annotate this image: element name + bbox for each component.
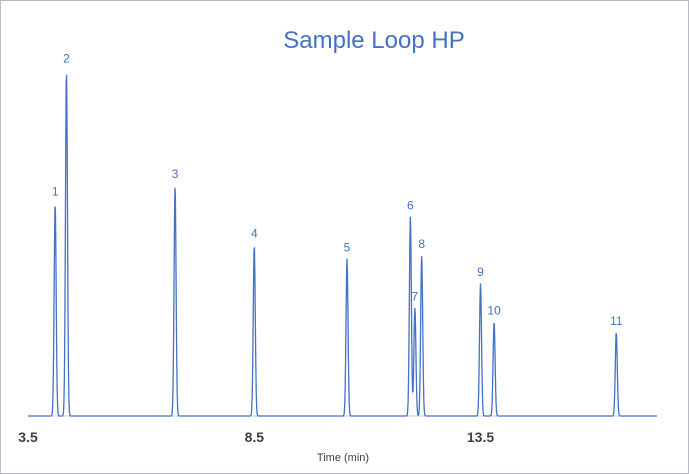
peak-label-9: 9: [477, 265, 484, 279]
peak-label-11: 11: [610, 314, 623, 328]
peak-labels: 1 2 3 4 5 6 7 8 9 10 11: [52, 52, 623, 329]
peak-label-7: 7: [412, 290, 419, 304]
peak-label-10: 10: [487, 304, 501, 318]
x-tick-label: 8.5: [245, 429, 265, 445]
peak-label-2: 2: [63, 52, 70, 66]
peak-label-5: 5: [344, 241, 351, 255]
x-axis-title: Time (min): [317, 452, 369, 464]
peak-label-3: 3: [172, 167, 179, 181]
peak-label-1: 1: [52, 185, 59, 199]
peak-label-6: 6: [407, 199, 414, 213]
chromatogram-trace: [28, 74, 657, 417]
peak-label-8: 8: [418, 237, 425, 251]
peak-label-4: 4: [251, 227, 258, 241]
x-tick-labels: 3.5 8.5 13.5: [18, 429, 494, 445]
x-tick-label: 13.5: [467, 429, 494, 445]
chart-title: Sample Loop HP: [283, 27, 464, 54]
x-tick-label: 3.5: [18, 429, 38, 445]
